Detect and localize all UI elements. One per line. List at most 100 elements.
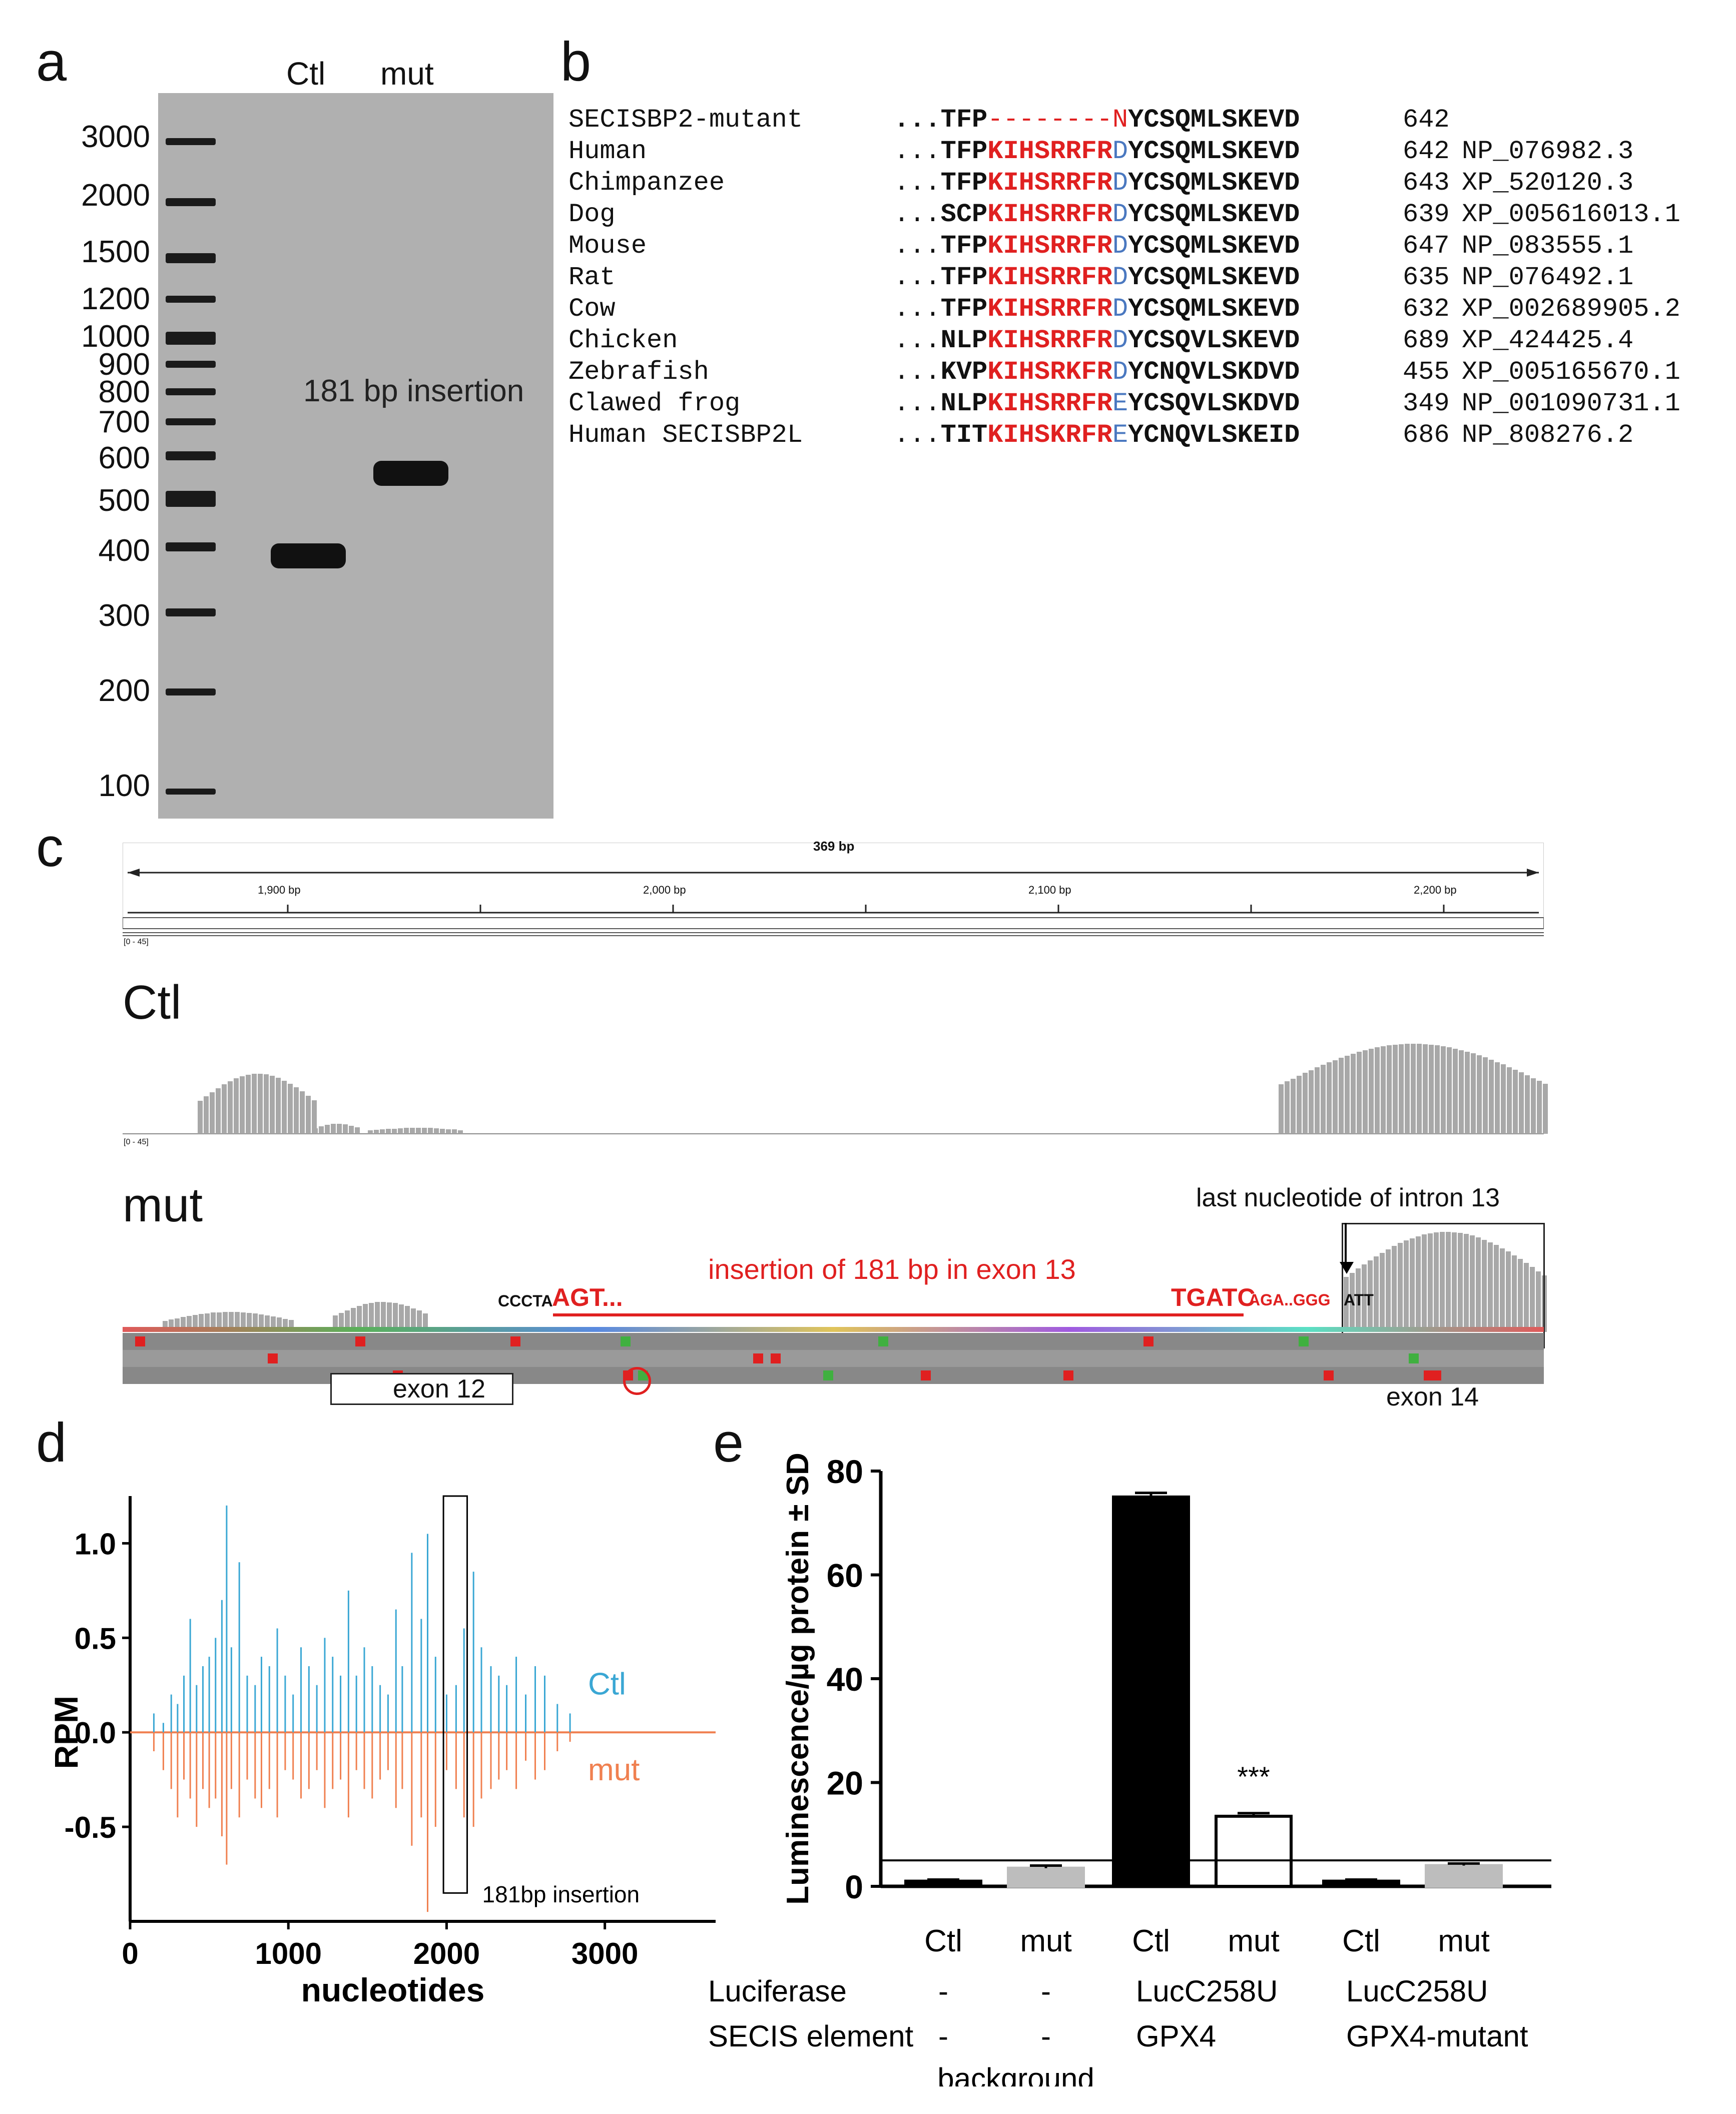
seq-right-red-small: AGA..GGG — [1249, 1291, 1331, 1309]
coverage-bar — [1303, 1073, 1308, 1134]
coverage-bar — [1410, 1238, 1415, 1332]
coverage-bar — [1404, 1240, 1409, 1332]
ladder-band — [166, 138, 216, 145]
coverage-bar — [252, 1074, 257, 1134]
seq-left-black: CCCTA — [498, 1292, 553, 1310]
panel-letter-a: a — [36, 31, 67, 93]
stop-codon-mark — [921, 1370, 931, 1380]
coverage-bar — [271, 1316, 276, 1332]
ladder-label: 200 — [98, 673, 150, 708]
range-label: [0 - 45] — [124, 938, 149, 946]
category-label: mut — [1020, 1924, 1071, 1958]
browser-frame — [123, 843, 1544, 1134]
aligned-sequence: ...KVPKIHSRKFRDYCNQVLSKDVD — [894, 357, 1300, 387]
coverage-bar — [1392, 1246, 1397, 1332]
x-tick-label: 0 — [122, 1937, 138, 1970]
panel-letter-e: e — [713, 1412, 744, 1474]
stop-codon-mark — [268, 1353, 278, 1363]
exon12-box — [330, 1373, 513, 1405]
coverage-bar — [1434, 1232, 1439, 1332]
residue-number: 455 — [1403, 357, 1450, 387]
exon14-label: exon 14 — [1386, 1382, 1479, 1412]
species-name: SECISBP2-mutant — [568, 105, 803, 135]
coverage-bar — [1380, 1252, 1385, 1332]
y-tick-label: 60 — [827, 1557, 863, 1594]
coverage-bar — [1285, 1081, 1290, 1134]
coverage-bar — [1488, 1242, 1493, 1332]
coverage-bar — [223, 1312, 228, 1332]
coverage-bar — [270, 1076, 275, 1134]
coverage-bar — [181, 1317, 186, 1332]
residue-number: 643 — [1403, 168, 1450, 198]
ladder-label: 100 — [98, 769, 150, 803]
species-name: Zebrafish — [568, 357, 709, 387]
accession: XP_002689905.2 — [1462, 294, 1680, 324]
y-tick-label: 40 — [827, 1661, 863, 1698]
aligned-sequence: ...NLPKIHSRRFREYCSQVLSKDVD — [894, 389, 1300, 418]
coverage-bar — [428, 1128, 433, 1134]
row-cell: LucC258U — [1346, 1974, 1488, 2008]
stop-codon-mark — [771, 1353, 781, 1363]
y-tick-label: -0.5 — [65, 1811, 116, 1844]
coverage-bar — [1471, 1053, 1476, 1134]
range-label: [0 - 45] — [124, 1138, 149, 1146]
ladder-label: 900 — [98, 347, 150, 382]
coverage-bar — [405, 1306, 410, 1332]
coverage-bar — [351, 1307, 356, 1332]
coverage-bar — [434, 1128, 439, 1134]
insertion-label: insertion of 181 bp in exon 13 — [708, 1253, 1076, 1285]
ladder-label: 2000 — [81, 178, 150, 213]
coverage-bar — [1375, 1047, 1380, 1134]
residue-number: 689 — [1403, 326, 1450, 355]
coverage-bar — [277, 1317, 282, 1332]
coverage-bar — [1477, 1055, 1482, 1134]
coverage-bar — [1357, 1052, 1362, 1134]
coverage-bar — [222, 1084, 227, 1134]
y-tick-label: 0.0 — [75, 1716, 116, 1750]
category-label: Ctl — [1132, 1924, 1170, 1958]
x-tick-label: 3000 — [571, 1937, 638, 1970]
ladder-label: 600 — [98, 441, 150, 475]
coverage-bar — [193, 1315, 198, 1332]
species-name: Human SECISBP2L — [568, 420, 803, 450]
species-name: Clawed frog — [568, 389, 741, 418]
ruler-tick-label: 2,000 bp — [643, 884, 686, 896]
arrow-down-icon — [1340, 1262, 1354, 1274]
coverage-bar — [1339, 1058, 1344, 1134]
coverage-bar — [169, 1319, 174, 1332]
y-tick-label: 0 — [845, 1868, 863, 1905]
coverage-bar — [187, 1316, 192, 1332]
coverage-bar — [1531, 1078, 1536, 1134]
coverage-bar — [1500, 1248, 1505, 1332]
coverage-bar — [399, 1304, 404, 1332]
coverage-bar — [1446, 1232, 1451, 1332]
ladder-label: 700 — [98, 405, 150, 439]
coverage-bar — [1279, 1084, 1284, 1134]
category-label: mut — [1438, 1924, 1489, 1958]
coverage-bar — [288, 1083, 293, 1134]
coverage-bar — [440, 1128, 445, 1134]
coverage-bar — [1374, 1256, 1379, 1332]
coverage-bar — [404, 1128, 409, 1134]
stop-codon-mark — [1324, 1370, 1334, 1380]
bar — [1112, 1495, 1190, 1888]
ruler-tick-label: 1,900 bp — [258, 884, 301, 896]
coverage-bar — [210, 1092, 215, 1134]
coverage-bar — [1435, 1045, 1440, 1134]
insertion-annotation: 181bp insertion — [482, 1881, 640, 1907]
coverage-bar — [229, 1312, 234, 1332]
accession: XP_520120.3 — [1462, 168, 1634, 198]
residue-number: 639 — [1403, 200, 1450, 229]
exon12-label: exon 12 — [393, 1374, 486, 1403]
coverage-bar — [1386, 1249, 1391, 1332]
stop-codon-mark — [510, 1336, 520, 1346]
insertion-line — [553, 1313, 1244, 1316]
coverage-bar — [306, 1095, 311, 1134]
coverage-bar — [1350, 1272, 1355, 1332]
coverage-bar — [1399, 1044, 1404, 1134]
coverage-bar — [398, 1128, 403, 1134]
coverage-bar — [1470, 1235, 1475, 1332]
coverage-bar — [1393, 1044, 1398, 1134]
coverage-bar — [393, 1303, 398, 1332]
coverage-bar — [1369, 1049, 1374, 1134]
